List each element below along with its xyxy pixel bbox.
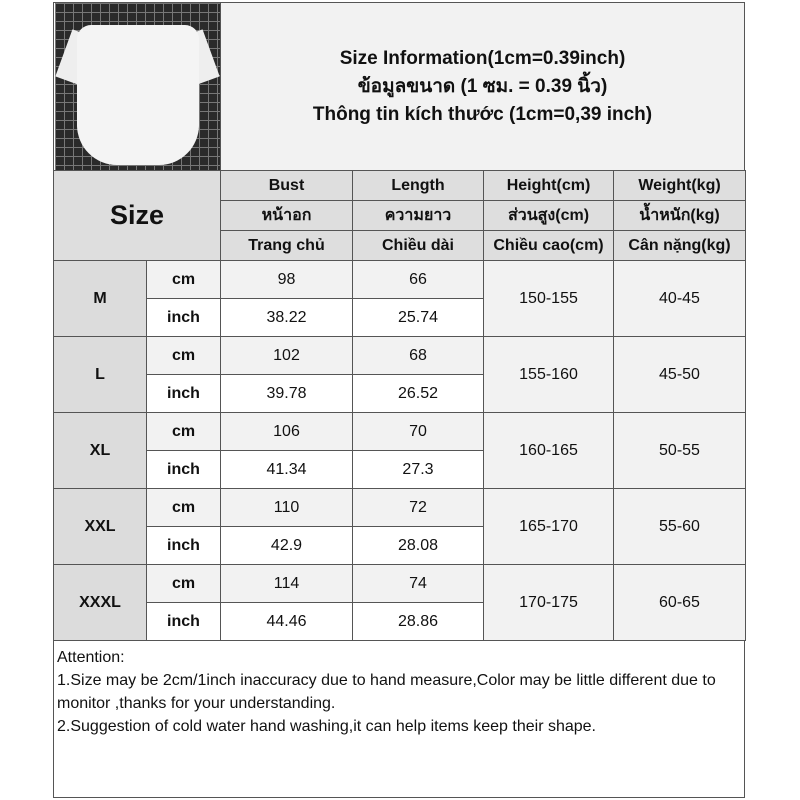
attention-notes: Attention: 1.Size may be 2cm/1inch inacc… [53, 643, 745, 741]
size-label: XXL [53, 488, 147, 565]
size-label: XXXL [53, 564, 147, 641]
shirt-body [77, 25, 199, 165]
weight-range: 45-50 [613, 336, 746, 413]
size-table: Size Bust Length Height(cm) Weight(kg) ห… [53, 170, 746, 641]
col-bust-thai: หน้าอก [220, 200, 353, 231]
table-row-cm: XXXL cm 114 74 170-175 60-65 [53, 564, 746, 641]
weight-range: 60-65 [613, 564, 746, 641]
height-range: 165-170 [483, 488, 614, 565]
unit-inch: inch [146, 298, 221, 337]
length-cm: 74 [352, 564, 484, 603]
note-2: 2.Suggestion of cold water hand washing,… [57, 718, 596, 735]
height-range: 150-155 [483, 260, 614, 337]
size-header: Size [53, 170, 221, 261]
table-row-inch: inch 39.78 26.52 [54, 374, 746, 413]
product-photo-tshirt [55, 3, 221, 170]
header-row-english: Size Bust Length Height(cm) Weight(kg) [53, 170, 746, 261]
title-thai: ข้อมูลขนาด (1 ซม. = 0.39 นิ้ว) [357, 75, 608, 97]
col-length: Length [352, 170, 484, 201]
bust-cm: 106 [220, 412, 353, 451]
bust-inch: 41.34 [220, 450, 353, 489]
length-cm: 72 [352, 488, 484, 527]
unit-inch: inch [146, 526, 221, 565]
col-height-vi: Chiều cao(cm) [483, 230, 614, 261]
height-range: 170-175 [483, 564, 614, 641]
table-row-inch: inch 42.9 28.08 [54, 526, 746, 565]
table-row-cm: XL cm 106 70 160-165 50-55 [53, 412, 746, 489]
length-inch: 26.52 [352, 374, 484, 413]
unit-inch: inch [146, 602, 221, 641]
unit-cm: cm [146, 336, 221, 375]
col-height: Height(cm) [483, 170, 614, 201]
table-row-inch: inch 41.34 27.3 [54, 450, 746, 489]
bust-inch: 44.46 [220, 602, 353, 641]
bust-cm: 102 [220, 336, 353, 375]
weight-range: 40-45 [613, 260, 746, 337]
table-row-cm: M cm 98 66 150-155 40-45 [53, 260, 746, 337]
bust-inch: 38.22 [220, 298, 353, 337]
col-weight: Weight(kg) [613, 170, 746, 201]
size-label: XL [53, 412, 147, 489]
weight-range: 55-60 [613, 488, 746, 565]
size-info-title: Size Information(1cm=0.39inch) ข้อมูลขนา… [221, 3, 744, 170]
unit-cm: cm [146, 488, 221, 527]
unit-inch: inch [146, 450, 221, 489]
bust-inch: 42.9 [220, 526, 353, 565]
note-1: 1.Size may be 2cm/1inch inaccuracy due t… [57, 672, 716, 712]
notes-heading: Attention: [57, 649, 125, 666]
table-row-cm: XXL cm 110 72 165-170 55-60 [53, 488, 746, 565]
col-weight-thai: น้ำหนัก(kg) [613, 200, 746, 231]
bust-cm: 114 [220, 564, 353, 603]
bust-cm: 98 [220, 260, 353, 299]
height-range: 160-165 [483, 412, 614, 489]
length-cm: 70 [352, 412, 484, 451]
length-inch: 28.86 [352, 602, 484, 641]
bust-inch: 39.78 [220, 374, 353, 413]
length-cm: 68 [352, 336, 484, 375]
length-inch: 27.3 [352, 450, 484, 489]
size-label: L [53, 336, 147, 413]
col-length-vi: Chiều dài [352, 230, 484, 261]
unit-cm: cm [146, 260, 221, 299]
length-inch: 25.74 [352, 298, 484, 337]
unit-cm: cm [146, 564, 221, 603]
header-row-vietnamese: Trang chủ Chiều dài Chiều cao(cm) Cân nặ… [54, 230, 746, 261]
title-english: Size Information(1cm=0.39inch) [339, 47, 626, 69]
col-bust-vi: Trang chủ [220, 230, 353, 261]
table-row-cm: L cm 102 68 155-160 45-50 [53, 336, 746, 413]
height-range: 155-160 [483, 336, 614, 413]
size-label: M [53, 260, 147, 337]
col-length-thai: ความยาว [352, 200, 484, 231]
table-row-inch: inch 38.22 25.74 [54, 298, 746, 337]
col-height-thai: ส่วนสูง(cm) [483, 200, 614, 231]
weight-range: 50-55 [613, 412, 746, 489]
length-inch: 28.08 [352, 526, 484, 565]
col-bust: Bust [220, 170, 353, 201]
bust-cm: 110 [220, 488, 353, 527]
title-vietnamese: Thông tin kích thước (1cm=0,39 inch) [312, 103, 653, 125]
unit-inch: inch [146, 374, 221, 413]
unit-cm: cm [146, 412, 221, 451]
col-weight-vi: Cân nặng(kg) [613, 230, 746, 261]
length-cm: 66 [352, 260, 484, 299]
table-row-inch: inch 44.46 28.86 [54, 602, 746, 641]
